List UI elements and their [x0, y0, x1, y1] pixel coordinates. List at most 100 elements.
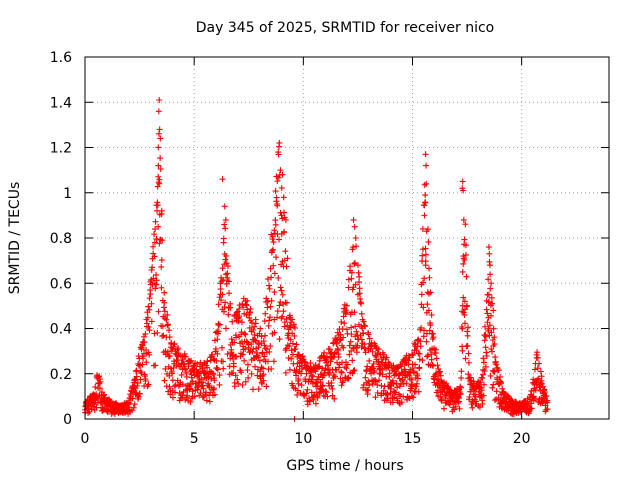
data-point: [273, 194, 280, 201]
data-point: [510, 411, 517, 418]
data-point: [408, 393, 415, 400]
data-point: [488, 345, 495, 352]
data-point: [480, 355, 487, 362]
x-tick-label: 0: [81, 431, 90, 447]
data-point: [281, 319, 288, 326]
data-point: [155, 108, 162, 115]
data-point: [358, 300, 365, 307]
data-point: [317, 379, 324, 386]
data-point: [433, 370, 440, 377]
data-point: [491, 368, 498, 375]
data-point: [362, 323, 369, 330]
data-point: [244, 367, 251, 374]
data-point: [238, 319, 245, 326]
data-point: [146, 306, 153, 313]
data-point: [491, 334, 498, 341]
data-point: [535, 360, 542, 367]
data-point: [193, 384, 200, 391]
data-point: [158, 263, 165, 270]
data-point: [243, 302, 250, 309]
data-point: [265, 282, 272, 289]
data-point: [541, 389, 548, 396]
data-point: [251, 363, 258, 370]
data-point: [489, 384, 496, 391]
data-point: [262, 332, 269, 339]
data-point: [303, 370, 310, 377]
data-point: [340, 334, 347, 341]
data-point: [495, 367, 502, 374]
data-point: [489, 348, 496, 355]
data-point: [465, 324, 472, 331]
data-point: [327, 358, 334, 365]
data-point: [487, 271, 494, 278]
data-point: [265, 322, 272, 329]
data-point: [223, 260, 230, 267]
data-point: [193, 366, 200, 373]
data-point: [375, 346, 382, 353]
data-point: [155, 223, 162, 230]
data-point: [462, 355, 469, 362]
data-point: [459, 347, 466, 354]
chart-title: Day 345 of 2025, SRMTID for receiver nic…: [196, 20, 494, 36]
data-point: [277, 167, 284, 174]
data-point: [374, 389, 381, 396]
data-point: [163, 316, 170, 323]
data-point: [482, 323, 489, 330]
x-tick-label: 20: [513, 431, 531, 447]
data-point: [145, 323, 152, 330]
data-point: [353, 243, 360, 250]
data-point: [131, 401, 138, 408]
data-point: [366, 335, 373, 342]
data-point: [401, 356, 408, 363]
data-point: [421, 275, 428, 282]
data-point: [309, 373, 316, 380]
y-tick-label: 0.6: [50, 276, 72, 292]
y-tick-label: 1.6: [50, 50, 72, 66]
data-point: [341, 320, 348, 327]
data-point: [428, 311, 435, 318]
data-point: [369, 380, 376, 387]
data-point: [260, 371, 267, 378]
data-point: [204, 364, 211, 371]
data-point: [370, 360, 377, 367]
data-point: [328, 379, 335, 386]
data-point: [229, 318, 236, 325]
data-point: [355, 262, 362, 269]
data-point: [206, 368, 213, 375]
data-point: [255, 386, 262, 393]
data-point: [366, 382, 373, 389]
data-point: [269, 247, 276, 254]
data-point: [261, 342, 268, 349]
data-point: [351, 367, 358, 374]
data-point: [241, 330, 248, 337]
data-point: [302, 378, 309, 385]
data-point: [419, 252, 426, 259]
data-point: [151, 253, 158, 260]
data-point: [422, 151, 429, 158]
data-point: [316, 390, 323, 397]
data-point: [274, 314, 281, 321]
data-point: [138, 369, 145, 376]
data-point: [178, 371, 185, 378]
data-point: [244, 361, 251, 368]
data-point: [415, 388, 422, 395]
data-point: [350, 367, 357, 374]
data-point: [266, 348, 273, 355]
data-point: [130, 404, 137, 411]
data-point: [409, 365, 416, 372]
data-point: [220, 365, 227, 372]
data-point: [218, 344, 225, 351]
data-point: [166, 352, 173, 359]
data-point: [490, 381, 497, 388]
data-point: [232, 372, 239, 379]
data-point: [233, 353, 240, 360]
data-point: [419, 225, 426, 232]
data-point: [251, 331, 258, 338]
y-tick-label: 0.2: [50, 367, 72, 383]
data-point: [487, 312, 494, 319]
data-point: [249, 348, 256, 355]
data-point: [216, 381, 223, 388]
data-point: [408, 376, 415, 383]
data-point: [368, 370, 375, 377]
data-point: [348, 347, 355, 354]
